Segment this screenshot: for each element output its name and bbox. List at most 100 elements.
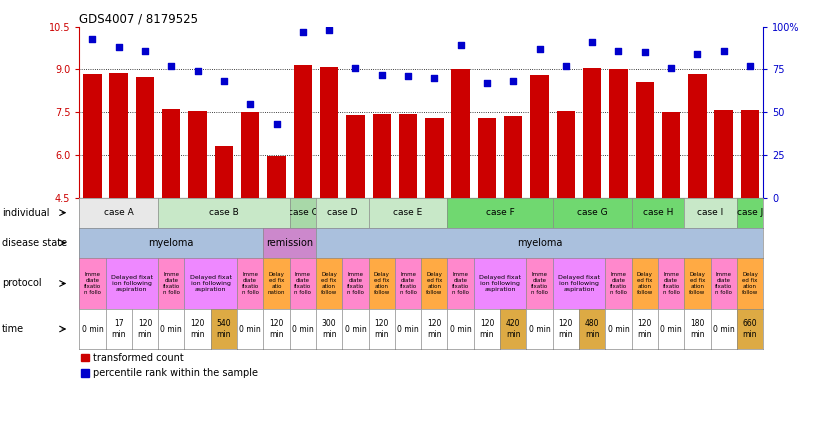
Text: 0 min: 0 min <box>397 325 419 333</box>
Text: Imme
diate
fixatio
n follo: Imme diate fixatio n follo <box>294 272 311 295</box>
Text: 120
min: 120 min <box>190 319 205 339</box>
Point <box>428 75 441 82</box>
Bar <box>399 114 417 198</box>
Bar <box>636 82 654 198</box>
Bar <box>346 115 364 198</box>
Text: Delayed fixat
ion following
aspiration: Delayed fixat ion following aspiration <box>558 275 600 292</box>
Point <box>665 64 678 71</box>
Text: remission: remission <box>266 238 314 248</box>
Bar <box>214 147 233 198</box>
Bar <box>530 75 549 198</box>
Text: Imme
diate
fixatio
n follo: Imme diate fixatio n follo <box>163 272 180 295</box>
Text: Delayed fixat
ion following
aspiration: Delayed fixat ion following aspiration <box>479 275 521 292</box>
Bar <box>267 156 286 198</box>
Text: 0 min: 0 min <box>450 325 471 333</box>
Point <box>270 120 284 127</box>
Text: 660
min: 660 min <box>742 319 757 339</box>
Point <box>164 63 178 70</box>
Text: Imme
diate
fixatio
n follo: Imme diate fixatio n follo <box>610 272 627 295</box>
Text: Imme
diate
fixatio
n follo: Imme diate fixatio n follo <box>399 272 417 295</box>
Bar <box>162 109 180 198</box>
Point <box>454 42 467 49</box>
Text: 120
min: 120 min <box>559 319 573 339</box>
Text: 0 min: 0 min <box>661 325 682 333</box>
Bar <box>320 67 339 198</box>
Point <box>638 49 651 56</box>
Bar <box>741 110 759 198</box>
Text: case I: case I <box>697 208 724 217</box>
Point <box>559 63 572 70</box>
Text: 0 min: 0 min <box>344 325 366 333</box>
Point <box>401 73 414 80</box>
Text: 120
min: 120 min <box>269 319 284 339</box>
Point <box>506 78 520 85</box>
Text: 0 min: 0 min <box>160 325 182 333</box>
Text: Delay
ed fix
atio
nation: Delay ed fix atio nation <box>268 272 285 295</box>
Point <box>533 45 546 52</box>
Text: 0 min: 0 min <box>239 325 261 333</box>
Text: 17
min: 17 min <box>112 319 126 339</box>
Text: myeloma: myeloma <box>517 238 562 248</box>
Text: Delay
ed fix
ation
follow: Delay ed fix ation follow <box>636 272 653 295</box>
Text: Imme
diate
fixatio
n follo: Imme diate fixatio n follo <box>242 272 259 295</box>
Text: case A: case A <box>103 208 133 217</box>
Text: Imme
diate
fixatio
n follo: Imme diate fixatio n follo <box>452 272 470 295</box>
Point <box>296 28 309 36</box>
Bar <box>136 77 154 198</box>
Bar <box>583 68 601 198</box>
Text: 480
min: 480 min <box>585 319 600 339</box>
Text: Imme
diate
fixatio
n follo: Imme diate fixatio n follo <box>83 272 101 295</box>
Point <box>138 47 152 54</box>
Point <box>86 35 99 42</box>
Point <box>480 79 494 87</box>
Text: Imme
diate
fixatio
n follo: Imme diate fixatio n follo <box>531 272 548 295</box>
Point <box>585 39 599 46</box>
Bar <box>662 112 681 198</box>
Text: 0 min: 0 min <box>607 325 630 333</box>
Text: case J: case J <box>736 208 763 217</box>
Text: Imme
diate
fixatio
n follo: Imme diate fixatio n follo <box>347 272 364 295</box>
Text: case G: case G <box>577 208 607 217</box>
Text: 0 min: 0 min <box>713 325 735 333</box>
Text: 0 min: 0 min <box>292 325 314 333</box>
Text: 120
min: 120 min <box>427 319 441 339</box>
Bar <box>294 65 312 198</box>
Text: case F: case F <box>485 208 515 217</box>
Text: 120
min: 120 min <box>480 319 495 339</box>
Bar <box>109 73 128 198</box>
Text: 420
min: 420 min <box>506 319 520 339</box>
Text: Delay
ed fix
ation
follow: Delay ed fix ation follow <box>374 272 389 295</box>
Text: individual: individual <box>2 208 49 218</box>
Point <box>717 47 731 54</box>
Bar <box>188 111 207 198</box>
Text: 540
min: 540 min <box>217 319 231 339</box>
Point <box>112 44 125 51</box>
Text: percentile rank within the sample: percentile rank within the sample <box>93 368 258 378</box>
Point <box>191 67 204 75</box>
Text: 120
min: 120 min <box>374 319 389 339</box>
Text: 120
min: 120 min <box>138 319 153 339</box>
Point <box>691 51 704 58</box>
Text: Delayed fixat
ion following
aspiration: Delayed fixat ion following aspiration <box>111 275 153 292</box>
Point <box>743 63 756 70</box>
Bar <box>451 69 470 198</box>
Bar <box>425 118 444 198</box>
Point <box>375 71 389 78</box>
Text: Delay
ed fix
ation
follow: Delay ed fix ation follow <box>321 272 337 295</box>
Bar <box>609 69 628 198</box>
Point <box>244 100 257 107</box>
Text: Delay
ed fix
ation
follow: Delay ed fix ation follow <box>741 272 758 295</box>
Point <box>612 47 626 54</box>
Text: protocol: protocol <box>2 278 42 289</box>
Bar <box>556 111 575 198</box>
Bar <box>241 112 259 198</box>
Text: 0 min: 0 min <box>529 325 550 333</box>
Text: 0 min: 0 min <box>82 325 103 333</box>
Point <box>217 78 230 85</box>
Text: case B: case B <box>209 208 239 217</box>
Text: 180
min: 180 min <box>690 319 705 339</box>
Text: 120
min: 120 min <box>637 319 652 339</box>
Text: case E: case E <box>394 208 423 217</box>
Bar <box>373 114 391 198</box>
Text: Delayed fixat
ion following
aspiration: Delayed fixat ion following aspiration <box>190 275 232 292</box>
